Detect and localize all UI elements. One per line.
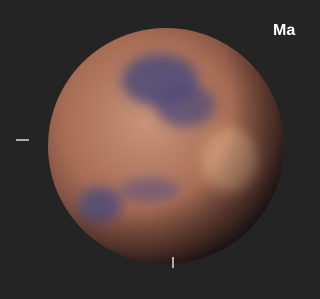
body: {"label": "Ma"} Ma (() => { const data =…	[0, 0, 305, 299]
planet-label: Ma	[273, 22, 295, 39]
page: html, body { margin: 0; padding: 0; } bo…	[0, 0, 320, 299]
planet-shading	[48, 28, 284, 264]
scene: Ma	[0, 0, 305, 299]
